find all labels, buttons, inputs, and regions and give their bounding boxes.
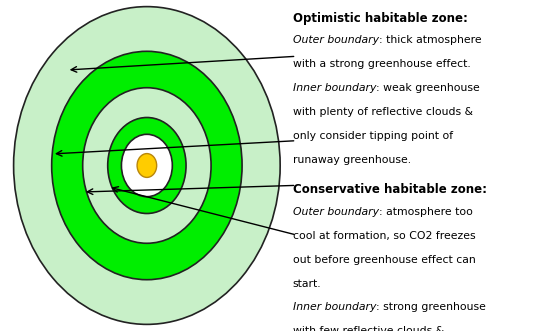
Text: : weak greenhouse: : weak greenhouse [376,83,480,93]
Text: Conservative habitable zone:: Conservative habitable zone: [293,183,487,196]
Text: Inner boundary: Inner boundary [293,302,376,312]
Text: : strong greenhouse: : strong greenhouse [376,302,486,312]
Ellipse shape [52,51,242,280]
Text: start.: start. [293,278,322,289]
Text: out before greenhouse effect can: out before greenhouse effect can [293,255,475,265]
Text: runaway greenhouse.: runaway greenhouse. [293,155,411,165]
Ellipse shape [83,88,211,243]
Text: with few reflective clouds &: with few reflective clouds & [293,326,444,331]
Text: : thick atmosphere: : thick atmosphere [379,35,481,45]
Text: Outer boundary: Outer boundary [293,207,379,217]
Text: : atmosphere too: : atmosphere too [379,207,473,217]
Text: Inner boundary: Inner boundary [293,83,376,93]
Text: only consider tipping point of: only consider tipping point of [293,131,453,141]
Ellipse shape [121,134,172,197]
Text: Optimistic habitable zone:: Optimistic habitable zone: [293,12,467,24]
Ellipse shape [137,154,157,177]
Text: Outer boundary: Outer boundary [293,35,379,45]
Text: with a strong greenhouse effect.: with a strong greenhouse effect. [293,59,471,69]
Text: cool at formation, so CO2 freezes: cool at formation, so CO2 freezes [293,231,475,241]
Ellipse shape [14,7,280,324]
Ellipse shape [108,118,186,213]
Text: with plenty of reflective clouds &: with plenty of reflective clouds & [293,107,473,117]
